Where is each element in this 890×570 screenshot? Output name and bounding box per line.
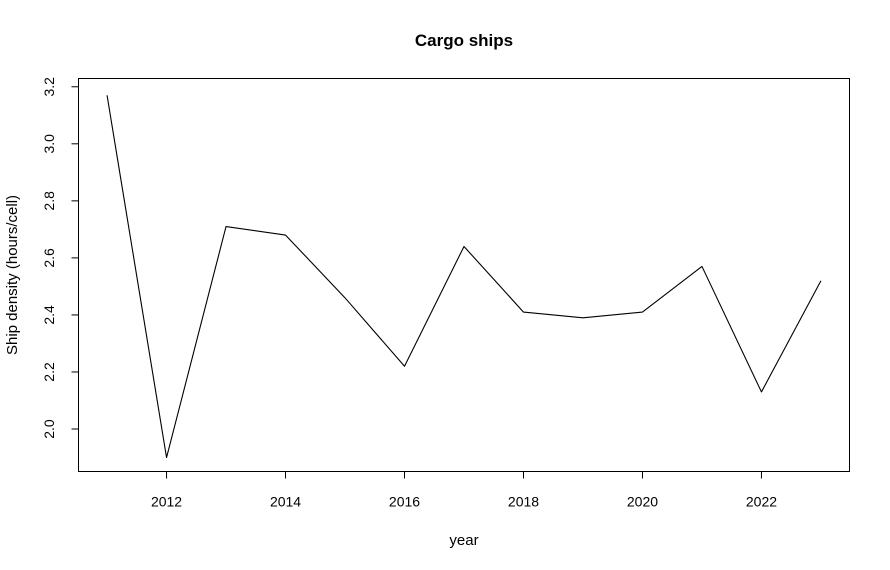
y-tick-label: 3.0 <box>41 134 57 154</box>
y-tick-label: 2.8 <box>41 191 57 211</box>
x-tick-label: 2020 <box>627 494 658 510</box>
x-tick-label: 2018 <box>508 494 539 510</box>
chart-title: Cargo ships <box>415 31 513 50</box>
plot-area <box>78 78 850 472</box>
y-axis-label: Ship density (hours/cell) <box>4 195 21 355</box>
y-tick-label: 2.6 <box>41 248 57 268</box>
series-line-0 <box>106 95 822 459</box>
series-layer <box>106 95 822 459</box>
y-tick-label: 2.4 <box>41 305 57 325</box>
x-tick-label: 2012 <box>151 494 182 510</box>
x-tick-label: 2022 <box>746 494 777 510</box>
x-axis: 2012 2014 2016 2018 2020 2022 <box>151 471 777 510</box>
y-tick-label: 3.2 <box>41 77 57 97</box>
x-axis-label: year <box>449 532 478 549</box>
y-axis: 2.0 2.2 2.4 2.6 2.8 3.0 3.2 <box>41 77 79 439</box>
x-tick-label: 2014 <box>270 494 301 510</box>
y-tick-label: 2.2 <box>41 362 57 382</box>
y-tick-label: 2.0 <box>41 419 57 439</box>
x-tick-label: 2016 <box>389 494 420 510</box>
